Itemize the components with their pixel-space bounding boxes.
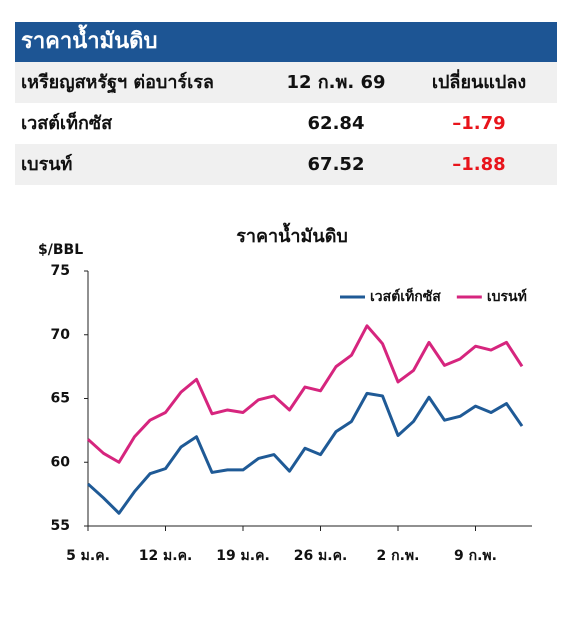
x-tick-label: 5 ม.ค. xyxy=(66,548,110,564)
chart-title: ราคาน้ำมันดิบ xyxy=(236,222,348,247)
header-cell: 12 ก.พ. 69 xyxy=(286,72,386,93)
x-tick-label: 19 ม.ค. xyxy=(216,548,270,564)
cell: –1.88 xyxy=(452,154,506,175)
cell: 62.84 xyxy=(307,113,365,134)
table-title: ราคาน้ำมันดิบ xyxy=(15,22,557,62)
legend-label: เบรนท์ xyxy=(487,288,527,305)
x-tick-label: 26 ม.ค. xyxy=(294,548,348,564)
y-tick-label: 55 xyxy=(51,518,70,534)
table-row: เบรนท์ 67.52 –1.88 xyxy=(15,144,557,185)
header-cell: เปลี่ยนแปลง xyxy=(431,72,527,93)
y-tick-label: 70 xyxy=(51,327,71,343)
y-tick-label: 60 xyxy=(51,454,71,470)
cell: เวสต์เท็กซัส xyxy=(21,113,113,134)
x-tick-label: 12 ม.ค. xyxy=(139,548,193,564)
cell: เบรนท์ xyxy=(21,154,73,175)
x-tick-label: 2 ก.พ. xyxy=(377,548,420,564)
price-table: ราคาน้ำมันดิบ เหรียญสหรัฐฯ ต่อบาร์เรล 12… xyxy=(15,22,557,185)
series-line xyxy=(86,324,524,464)
cell: 67.52 xyxy=(307,154,365,175)
series-line xyxy=(86,391,524,515)
y-tick-label: 75 xyxy=(51,263,70,279)
header-row: เหรียญสหรัฐฯ ต่อบาร์เรล 12 ก.พ. 69 เปลี่… xyxy=(15,62,557,103)
y-axis-label: $/BBL xyxy=(38,242,83,258)
header-cell: เหรียญสหรัฐฯ ต่อบาร์เรล xyxy=(21,72,214,93)
x-tick-label: 9 ก.พ. xyxy=(454,548,497,564)
legend-label: เวสต์เท็กซัส xyxy=(370,287,441,305)
table-row: เวสต์เท็กซัส 62.84 –1.79 xyxy=(15,103,557,144)
y-tick-label: 65 xyxy=(51,391,70,407)
cell: –1.79 xyxy=(452,113,506,134)
